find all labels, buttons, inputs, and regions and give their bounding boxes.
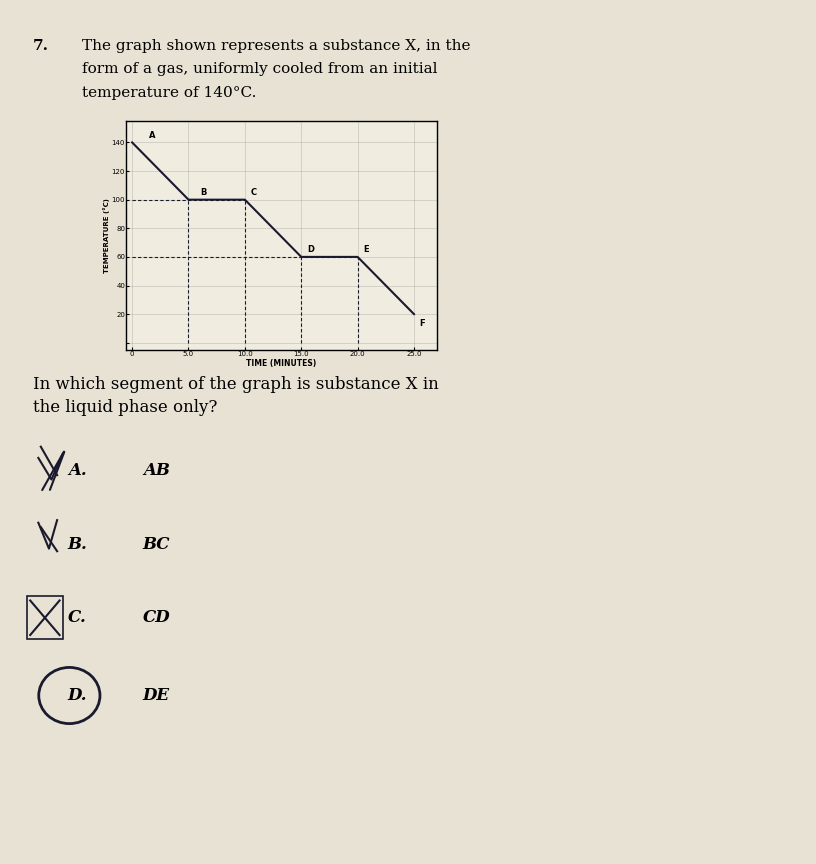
Text: The graph shown represents a substance X, in the: The graph shown represents a substance X… (82, 39, 470, 53)
Text: AB: AB (143, 462, 170, 480)
Text: D.: D. (68, 687, 87, 704)
Text: E: E (363, 245, 369, 254)
Text: B: B (200, 187, 206, 197)
Text: A: A (149, 130, 156, 140)
Text: BC: BC (143, 536, 171, 553)
Text: 7.: 7. (33, 39, 49, 53)
Text: C.: C. (69, 609, 86, 626)
Text: the liquid phase only?: the liquid phase only? (33, 399, 217, 416)
Text: A.: A. (69, 462, 86, 480)
Text: D: D (307, 245, 314, 254)
Text: CD: CD (143, 609, 171, 626)
Text: temperature of 140°C.: temperature of 140°C. (82, 86, 256, 99)
Y-axis label: TEMPERATURE (°C): TEMPERATURE (°C) (104, 198, 110, 273)
X-axis label: TIME (MINUTES): TIME (MINUTES) (246, 359, 317, 368)
Text: C: C (251, 187, 257, 197)
Text: form of a gas, uniformly cooled from an initial: form of a gas, uniformly cooled from an … (82, 62, 437, 76)
Text: F: F (419, 320, 425, 328)
Text: DE: DE (143, 687, 170, 704)
Text: B.: B. (68, 536, 87, 553)
Text: In which segment of the graph is substance X in: In which segment of the graph is substan… (33, 376, 438, 393)
